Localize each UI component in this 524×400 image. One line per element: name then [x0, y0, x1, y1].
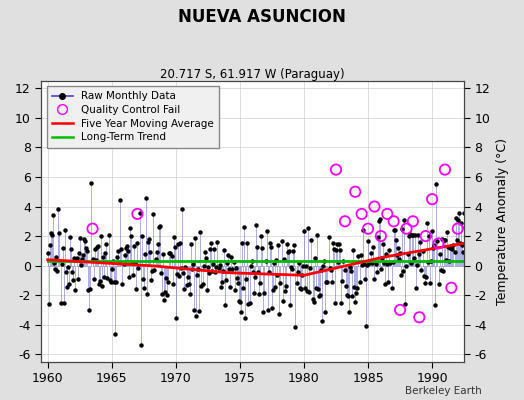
Point: [133, 211, 141, 217]
Point: [370, 203, 379, 210]
Point: [441, 166, 449, 173]
Point: [402, 226, 411, 232]
Point: [351, 188, 359, 195]
Point: [364, 226, 372, 232]
Title: 20.717 S, 61.917 W (Paraguay): 20.717 S, 61.917 W (Paraguay): [160, 68, 345, 81]
Text: Berkeley Earth: Berkeley Earth: [406, 386, 482, 396]
Point: [421, 233, 430, 239]
Point: [383, 211, 391, 217]
Point: [428, 196, 436, 202]
Point: [389, 218, 398, 224]
Point: [409, 218, 417, 224]
Point: [89, 226, 97, 232]
Point: [377, 233, 385, 239]
Point: [341, 218, 349, 224]
Point: [447, 284, 455, 291]
Point: [415, 314, 423, 320]
Y-axis label: Temperature Anomaly (°C): Temperature Anomaly (°C): [496, 138, 509, 305]
Point: [434, 240, 443, 247]
Point: [357, 211, 366, 217]
Legend: Raw Monthly Data, Quality Control Fail, Five Year Moving Average, Long-Term Tren: Raw Monthly Data, Quality Control Fail, …: [47, 86, 219, 148]
Point: [396, 307, 405, 313]
Point: [332, 166, 340, 173]
Point: [454, 226, 462, 232]
Text: NUEVA ASUNCION: NUEVA ASUNCION: [178, 8, 346, 26]
